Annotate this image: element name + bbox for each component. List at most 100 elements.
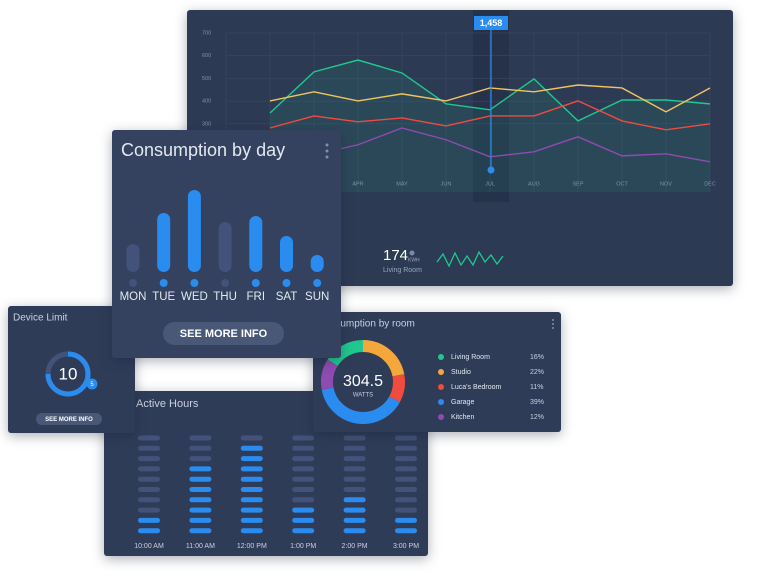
slot [292,435,315,441]
menu-icon[interactable] [552,319,554,329]
active-slot [189,517,212,523]
bar-dot [251,279,260,287]
active-slot [189,476,212,482]
donut-slice [321,359,338,390]
room-consumption-card: Consumption by room 304.5 WATTS Living R… [313,312,561,432]
time-label: 1:00 PM [290,543,316,550]
button[interactable] [36,413,102,425]
slot [343,435,366,441]
slot [292,445,315,451]
menu-icon[interactable] [325,143,329,159]
slot [343,466,366,472]
x-tick-label: THU [213,291,237,303]
x-tick-label: TUE [152,291,175,303]
bar [187,190,201,272]
daily-consumption-card: Consumption by day SEE MORE INFO MON TUE W… [112,130,341,358]
active-hours-card: Active Hours 10:00 AM 11:00 AM 12:00 PM 1:0… [104,391,428,556]
slot [395,497,417,503]
value-label: 12% [530,414,544,421]
active-slot [240,487,263,492]
button-label[interactable]: SEE MORE INFO [45,417,93,423]
sparkline [436,250,504,268]
card-background [8,306,135,433]
active-slot [240,517,263,523]
slot [138,487,160,492]
active-slot [292,507,315,513]
bar-dot [129,279,137,287]
line [269,100,711,131]
x-tick-label: SUN [305,291,329,303]
slot [395,466,417,472]
bar-dot [159,279,168,287]
line [269,84,711,113]
slot [292,487,315,492]
time-label: 2:00 PM [342,543,368,550]
button[interactable] [163,322,284,345]
slot [138,507,160,513]
slot [138,445,160,451]
slot [292,456,315,462]
active-slot [395,517,417,523]
slot [395,445,417,451]
active-slot [395,528,417,534]
bar-dot [313,279,322,287]
active-slot [292,517,315,523]
card-title: Consumption by day [121,140,285,160]
bar [280,236,293,272]
active-slot [240,497,263,503]
time-label: 12:00 PM [237,543,267,550]
legend-swatch [438,369,444,375]
slot [138,466,160,472]
badge-value: 5 [90,382,94,388]
tooltip [474,16,508,30]
center-value: 304.5 [343,373,383,390]
legend-label: Garage [451,399,474,406]
bar-dot [221,279,230,287]
slot [292,476,315,482]
x-tick-label: DEC [704,181,716,187]
time-label: 3:00 PM [393,543,419,550]
slot [343,476,366,482]
slot [189,435,212,441]
summary-label: Living Room [383,267,422,274]
card-title: Active Hours [136,398,199,410]
summary-dot [409,250,415,256]
x-tick-label: MAY [396,181,408,187]
y-tick-label: 500 [202,76,211,82]
device-limit-card: Device Limit 10 5 SEE MORE INFO [8,306,135,433]
slot [138,435,160,441]
legend-label: Kitchen [451,414,474,421]
legend-swatch [438,354,444,360]
active-slot [343,497,366,503]
slot [189,456,212,462]
slot [138,497,160,503]
slot [138,456,160,462]
x-tick-label: FRI [247,291,266,303]
time-label: 11:00 AM [186,543,215,550]
slot [395,487,417,492]
x-tick-label: JUL [485,181,495,187]
limit-ring [45,351,91,397]
x-tick-label: APR [352,181,363,187]
active-slot [343,517,366,523]
button-label[interactable]: SEE MORE INFO [180,328,268,340]
active-slot [240,445,263,451]
value-label: 16% [530,354,544,361]
highlight-dot [487,166,495,174]
slot [189,445,212,451]
active-slot [240,507,263,513]
active-slot [189,466,212,472]
x-tick-label: MON [120,291,147,303]
active-slot [292,528,315,534]
y-tick-label: 400 [202,99,211,105]
tooltip-label: 1,458 [480,18,503,28]
limit-value: 10 [59,364,78,383]
legend-swatch [438,384,444,390]
x-tick-label: SAT [276,291,298,303]
card-title: Consumption by room [317,319,415,330]
bar [157,213,171,272]
donut-slice [389,374,405,403]
slot [138,476,160,482]
bar [310,255,324,272]
